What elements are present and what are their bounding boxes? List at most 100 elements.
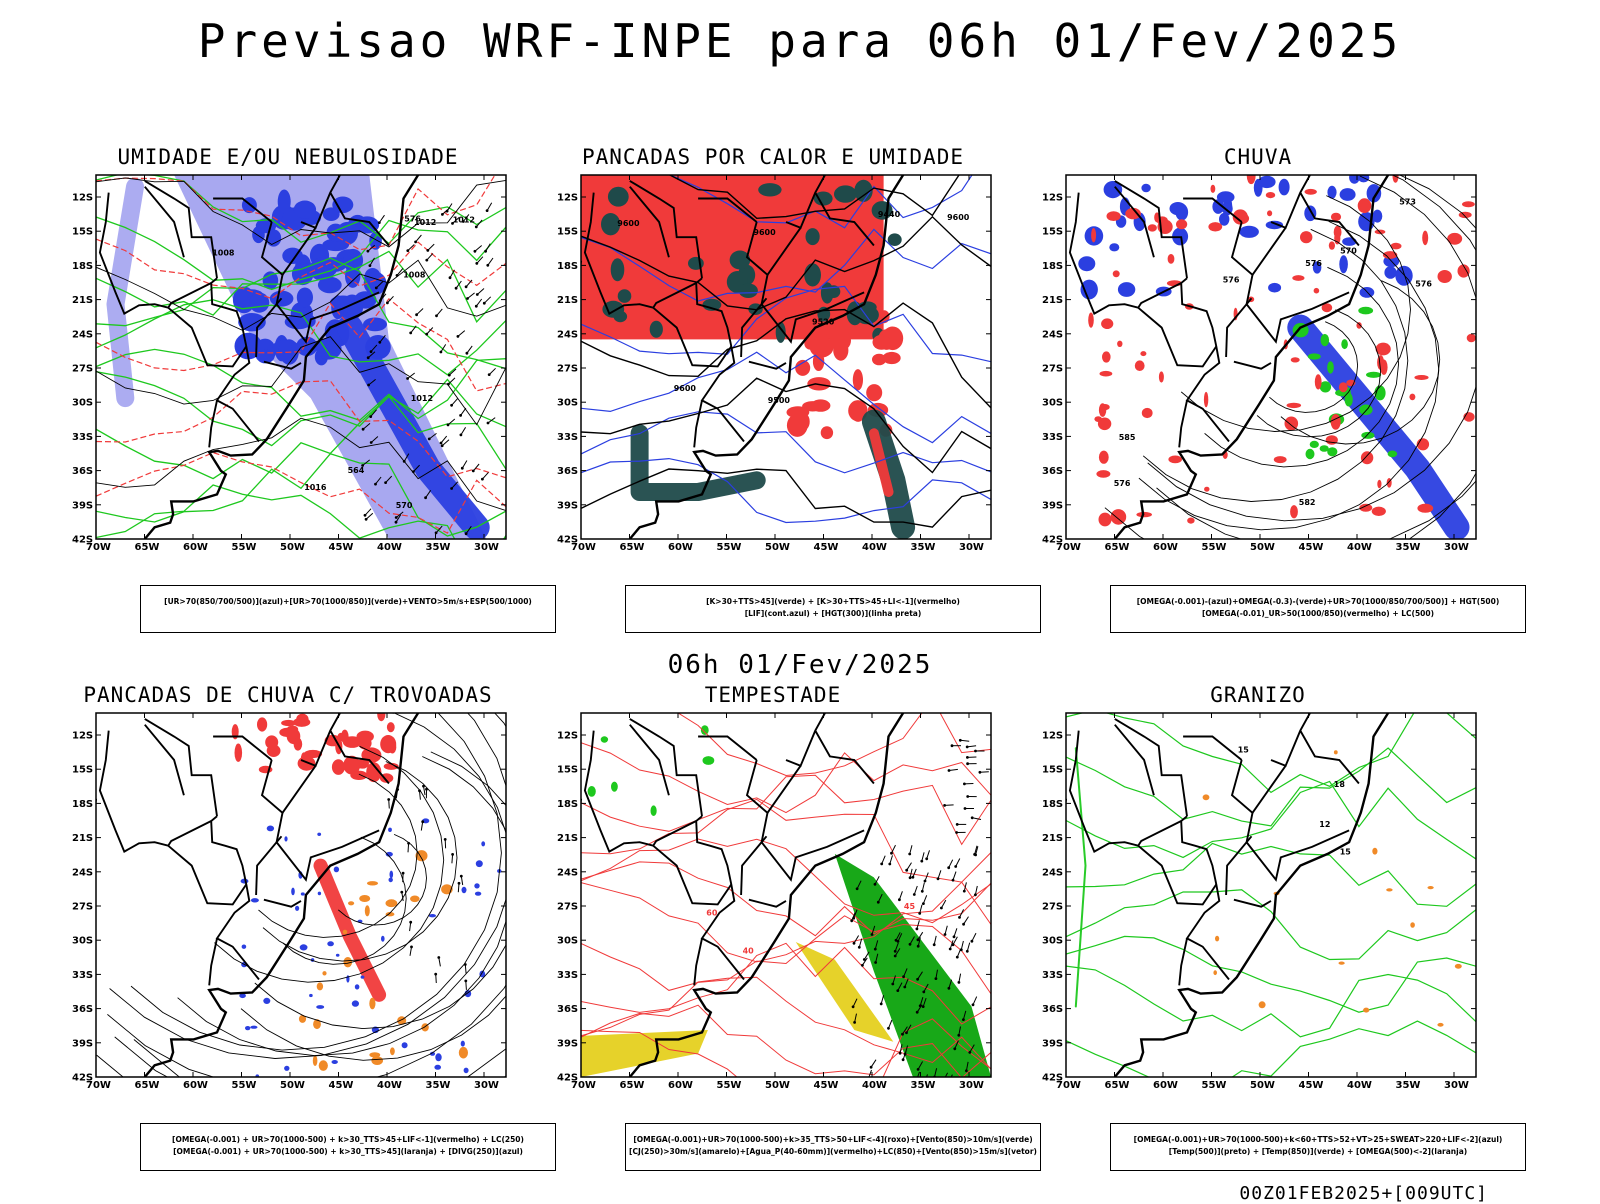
lat-label: 12S — [1042, 193, 1063, 204]
wind-vector — [426, 249, 429, 252]
divergence-contour — [474, 883, 479, 888]
wind-vector — [924, 880, 927, 883]
convective-area — [317, 982, 323, 990]
omega-area — [1109, 243, 1119, 251]
contour-label: 1008 — [212, 248, 235, 257]
legend-line: [UR>70(850/700/500)](azul)+[UR>70(1000/8… — [141, 596, 555, 608]
lon-label: 55W — [1202, 542, 1227, 553]
wind-vector — [455, 287, 458, 290]
omega-area — [1118, 282, 1135, 297]
wind-vector — [852, 917, 855, 920]
contour-label: 573 — [1399, 198, 1416, 207]
lon-label: 55W — [232, 1080, 257, 1091]
wind-vector — [974, 893, 977, 896]
lon-label: 70W — [571, 1080, 596, 1091]
lat-label: 30S — [557, 398, 578, 409]
wind850-area — [601, 736, 608, 742]
wind-vector — [898, 898, 901, 901]
wind850-area — [611, 782, 618, 792]
wind-vector — [412, 470, 415, 473]
wind-vector — [959, 739, 962, 742]
wind-vector — [974, 750, 977, 753]
lon-label: 55W — [1202, 1080, 1227, 1091]
panel-title: CHUVA — [1010, 145, 1506, 169]
lat-label: 15S — [72, 765, 93, 776]
rain-area — [1176, 219, 1187, 229]
instability-moist-area — [806, 228, 820, 245]
wind-vector — [888, 863, 891, 866]
rain-area — [1187, 518, 1194, 524]
wind-vector — [957, 1034, 960, 1037]
divergence-contour — [284, 1066, 289, 1071]
omega-area — [1360, 287, 1375, 298]
lat-label: 30S — [557, 936, 578, 947]
divergence-contour — [462, 887, 467, 893]
lon-label: 65W — [1105, 1080, 1130, 1091]
rain-area — [1409, 394, 1415, 401]
wind-vector — [425, 259, 428, 262]
omega500-area — [1372, 848, 1377, 855]
lat-label: 24S — [557, 329, 578, 340]
wind-vector — [410, 946, 413, 949]
wind-vector — [921, 890, 924, 893]
wind-vector — [861, 964, 864, 967]
lon-label: 55W — [717, 542, 742, 553]
omega500-area — [1334, 750, 1338, 754]
wind-vector — [935, 977, 938, 980]
divergence-contour — [332, 1060, 338, 1064]
wind-vector — [908, 853, 911, 856]
wind-vector — [856, 887, 859, 890]
lon-label: 30W — [1444, 542, 1469, 553]
instability-area — [866, 384, 882, 401]
lon-label: 55W — [717, 1080, 742, 1091]
divergence-contour — [250, 1026, 257, 1029]
wind-vector — [966, 795, 969, 798]
storm-area — [267, 745, 281, 757]
rain-area — [1300, 231, 1312, 243]
wind-vector — [901, 1033, 904, 1036]
divergence-contour — [355, 984, 360, 989]
wind-vector — [406, 377, 409, 380]
wind-vector — [472, 470, 475, 473]
lon-label: 65W — [620, 542, 645, 553]
wind-vector — [871, 933, 874, 936]
rain-area — [1358, 198, 1372, 213]
wind850-area — [703, 756, 715, 765]
wind-vector — [440, 351, 443, 354]
divergence-contour — [464, 1068, 469, 1074]
lon-label: 35W — [911, 1080, 936, 1091]
wind-vector — [920, 860, 923, 863]
wind-vector — [877, 901, 880, 904]
lat-label: 27S — [72, 902, 93, 913]
convective-area — [410, 896, 420, 903]
lon-label: 35W — [426, 542, 451, 553]
panel-legend: [OMEGA(-0.001) + UR>70(1000-500) + k>30_… — [140, 1123, 556, 1171]
wind-vector — [922, 1005, 925, 1008]
lon-label: 40W — [862, 1080, 887, 1091]
wind-vector — [365, 518, 368, 521]
contour-label: 576 — [1415, 280, 1432, 289]
wind-vector — [486, 264, 489, 267]
lon-label: 60W — [668, 1080, 693, 1091]
wind-vector — [369, 415, 372, 418]
rain-area — [1117, 341, 1122, 347]
divergence-contour — [476, 860, 483, 867]
divergence-contour — [388, 828, 392, 832]
lat-label: 27S — [557, 902, 578, 913]
lon-label: 45W — [329, 1080, 354, 1091]
humidity-area — [249, 293, 269, 313]
wind-vector — [853, 942, 856, 945]
divergence-contour — [434, 1065, 441, 1070]
rain-area — [1447, 233, 1462, 245]
contour-label: 15 — [1340, 847, 1352, 856]
convective-area — [405, 1085, 413, 1095]
lon-label: 45W — [1299, 1080, 1324, 1091]
rain-area — [1438, 270, 1452, 283]
lat-label: 12S — [72, 193, 93, 204]
